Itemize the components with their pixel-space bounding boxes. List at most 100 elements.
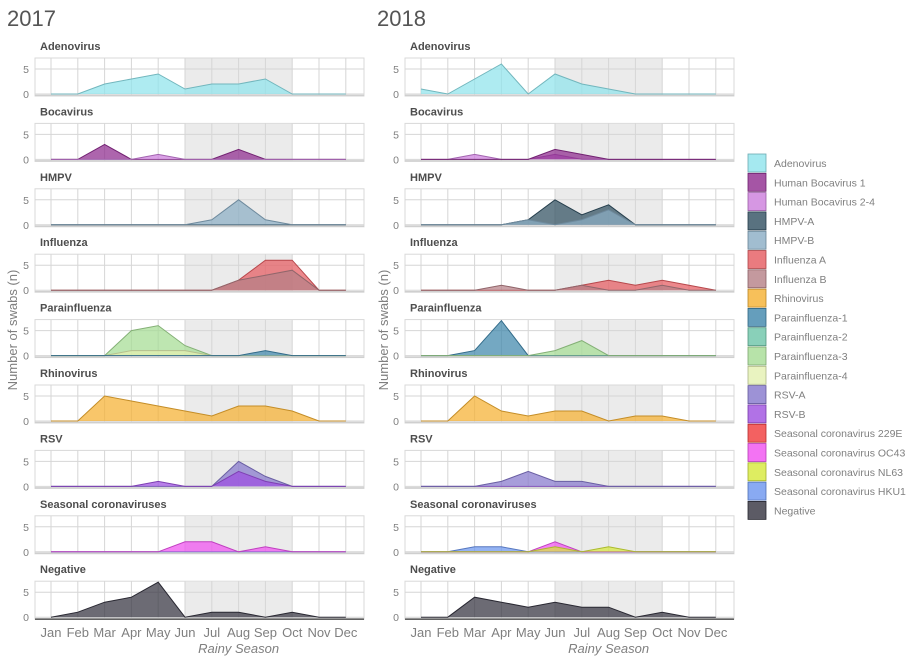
line-rhinovirus [51,395,346,422]
y-tick-label: 5 [23,391,29,403]
y-tick-label: 0 [23,154,29,166]
x-tick-label: May [516,625,541,640]
x-tick-label: Apr [491,625,512,640]
panel-rsv: RSV 0 5 [393,433,735,493]
x-tick-label: Jan [411,625,432,640]
panel-title: Negative [40,564,86,576]
x-tick-label: Sep [254,625,277,640]
panel-rhinovirus: Rhinovirus 0 5 [393,368,735,428]
line-influenza-b [421,284,716,291]
x-tick-label: Nov [677,625,701,640]
area-parainfluenza-3 [51,325,346,356]
year-column-2017: 2017Adenovirus05Bocavirus05HMPV05Influen… [7,6,365,656]
legend-label: Human Bocavirus 2-4 [774,197,875,209]
legend: Adenovirus Human Bocavirus 1 Human Bocavir… [747,153,906,520]
legend-label: Seasonal coronavirus OC43 [774,448,905,460]
legend-item: Rhinovirus [747,288,824,308]
line-rhinovirus [421,395,716,422]
y-tick-label: 5 [393,326,399,338]
x-tick-label: Nov [307,625,331,640]
legend-swatch [747,500,767,520]
legend-swatch [747,462,767,482]
legend-label: Seasonal coronavirus HKU1 [774,486,906,498]
line-seasonal-coronavirus-nl63 [421,546,716,553]
legend-item: Seasonal coronavirus HKU1 [747,481,906,501]
legend-swatch [747,443,767,462]
legend-label: Rhinovirus [774,293,824,305]
legend-label: Parainfluenza-3 [774,351,848,363]
y-tick-label: 0 [23,351,29,363]
y-axis-title: Number of swabs (n) [5,270,20,391]
y-tick-label: 0 [23,220,29,232]
line-hmpv-b [421,209,716,226]
line-negative [50,581,346,618]
x-tick-label: Feb [67,625,89,640]
x-tick-label: Jun [545,625,566,640]
y-tick-label: 5 [393,260,399,272]
legend-item: Influenza A [747,250,826,269]
x-tick-label: Sep [624,625,647,640]
y-tick-label: 0 [393,547,399,559]
x-tick-label: Feb [437,625,459,640]
line-influenza-b [51,269,346,291]
x-tick-label: May [146,625,171,640]
panel-rhinovirus: Rhinovirus 0 5 [23,368,365,428]
legend-label: Influenza A [774,255,826,267]
line-seasonal-coronavirus-oc43 [51,541,346,553]
y-tick-label: 0 [393,351,399,363]
line-adenovirus [420,63,716,95]
legend-swatch [747,211,767,231]
legend-item: Parainfluenza-4 [747,365,848,385]
legend-label: Parainfluenza-4 [774,370,848,382]
area-influenza-b [51,270,346,291]
y-tick-label: 5 [393,391,399,403]
line-rsv-a [421,470,716,487]
year-title: 2017 [7,6,56,31]
legend-swatch [747,307,767,327]
legend-swatch [747,385,767,405]
legend-label: Parainfluenza-2 [774,332,848,344]
legend-label: HMPV-B [774,235,814,247]
y-tick-label: 5 [23,195,29,207]
panel-title: Influenza [40,237,89,249]
area-seasonal-coronavirus-nl63 [421,546,716,552]
legend-item: RSV-A [747,385,806,405]
x-tick-label: Jul [573,625,590,640]
area-adenovirus [51,74,346,94]
legend-swatch [747,172,767,192]
legend-swatch [747,288,767,308]
y-tick-label: 0 [393,220,399,232]
area-adenovirus [421,64,716,94]
legend-item: Parainfluenza-1 [747,307,848,327]
panel-title: Seasonal coronaviruses [410,499,537,511]
panel-adenovirus: Adenovirus 0 5 [393,41,735,101]
legend-label: Negative [774,505,816,517]
y-tick-label: 0 [23,416,29,428]
area-rhinovirus [51,396,346,421]
legend-swatch [747,404,767,424]
y-tick-label: 0 [393,89,399,101]
area-seasonal-coronavirus-oc43 [51,541,346,552]
area-negative [51,582,346,618]
line-negative [421,596,716,618]
y-tick-label: 0 [393,154,399,166]
area-influenza-a [421,280,716,291]
panel-seasonal-coronaviruses: Seasonal coronaviruses 0 5 [393,499,735,559]
legend-item: Seasonal coronavirus NL63 [747,462,903,482]
panel-bocavirus: Bocavirus 0 5 [23,106,365,166]
legend-label: RSV-A [774,390,806,402]
legend-item: Seasonal coronavirus OC43 [747,443,905,462]
legend-swatch [747,423,767,443]
x-tick-label: Mar [93,625,116,640]
area-parainfluenza-1 [421,320,716,356]
panel-negative: Negative 0 5 [23,564,365,624]
y-tick-label: 0 [23,89,29,101]
x-tick-label: Dec [704,625,728,640]
panel-rsv: RSV 0 5 [23,433,365,493]
panel-title: Adenovirus [410,41,471,53]
panel-hmpv: HMPV 0 5 [393,172,735,232]
x-tick-label: Dec [334,625,358,640]
panel-title: Rhinovirus [410,368,467,380]
x-axis-title: Rainy Season [198,641,279,656]
